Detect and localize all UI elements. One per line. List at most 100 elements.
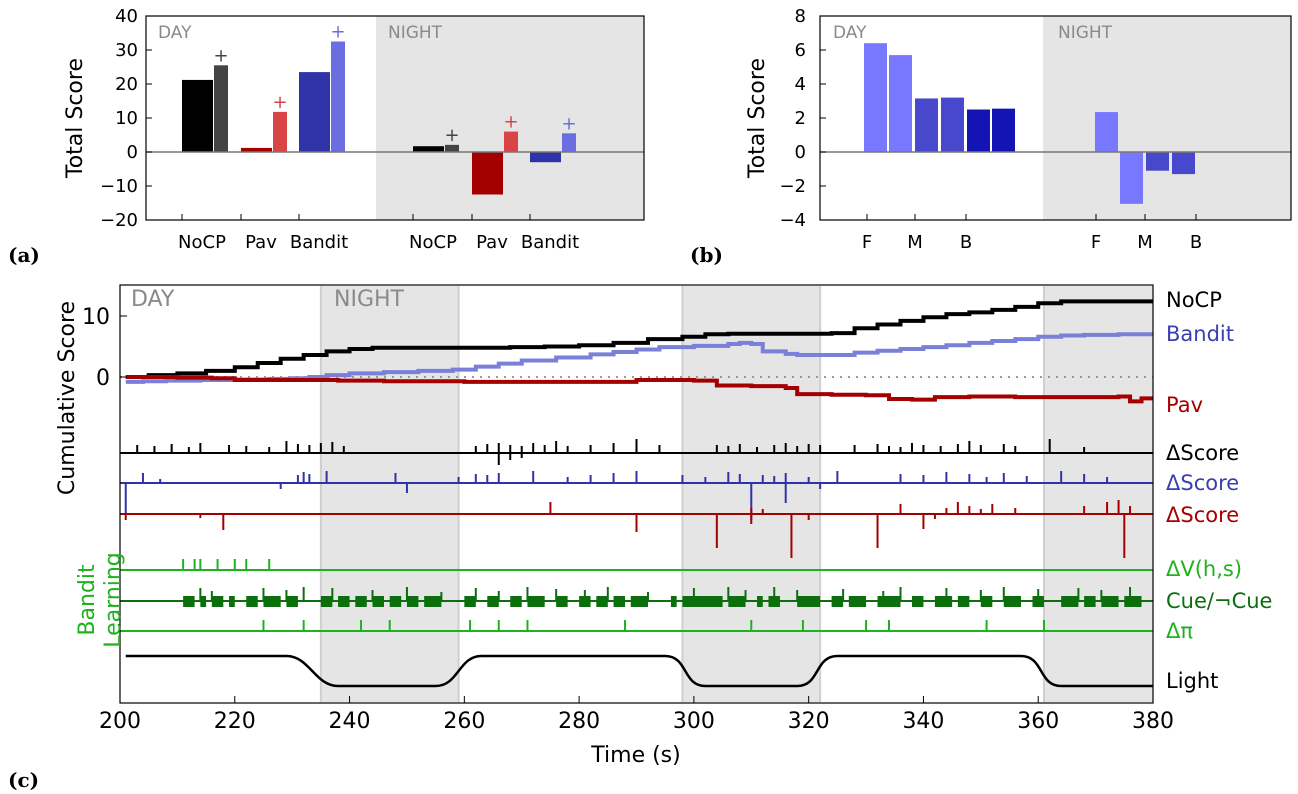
cue-block	[831, 596, 844, 607]
night-shading	[1043, 16, 1291, 220]
light-curve	[125, 654, 1153, 688]
bar	[992, 108, 1015, 152]
x-tick-label: F	[862, 232, 872, 253]
y-tick-label: 10	[82, 305, 110, 330]
x-tick-label: 320	[788, 709, 830, 734]
y-tick-label: 30	[115, 40, 138, 61]
x-tick-label: F	[1091, 232, 1101, 253]
night-shading	[376, 16, 644, 220]
cue-block	[183, 596, 195, 607]
x-tick-label: B	[1190, 232, 1202, 253]
cue-block	[200, 596, 207, 607]
cue-block	[1032, 596, 1044, 607]
plus-marker: +	[213, 45, 228, 66]
cue-block	[487, 596, 499, 607]
day-label: DAY	[833, 23, 867, 43]
x-tick-label: 280	[558, 709, 600, 734]
y-axis-label: Cumulative Score	[55, 301, 80, 495]
y-tick-label: 2	[795, 108, 806, 129]
cue-block	[682, 596, 723, 607]
bar	[413, 146, 444, 152]
row-label: Bandit	[1166, 322, 1234, 346]
cue-block	[338, 596, 350, 607]
cue-block	[797, 596, 821, 607]
bandit-learning-label: Bandit Learning	[75, 552, 126, 648]
x-ticks: NoCP Pav Bandit NoCP Pav Bandit	[178, 214, 579, 253]
y-tick-label: −20	[100, 210, 138, 231]
x-tick-label: Bandit	[521, 232, 579, 253]
cue-block	[596, 596, 608, 607]
bar	[864, 43, 887, 153]
cue-block	[1003, 596, 1022, 607]
bar	[915, 98, 938, 152]
night-label: NIGHT	[334, 287, 405, 312]
x-tick-label: 340	[902, 709, 944, 734]
cue-block	[510, 596, 522, 607]
y-ticks: 8 6 4 2 0 −2 −4	[779, 6, 826, 231]
x-tick-label: M	[907, 232, 923, 253]
cue-block	[728, 596, 746, 607]
x-tick-label: Pav	[476, 232, 508, 253]
cue-block	[768, 596, 780, 607]
cue-block	[211, 596, 224, 607]
bar	[331, 41, 345, 152]
cue-block	[406, 596, 419, 607]
bandit-learning-rows	[120, 559, 1153, 632]
bandit-learning-line-2: Learning	[101, 552, 126, 648]
row-label: ΔScore	[1166, 441, 1239, 465]
cue-block	[1101, 596, 1119, 607]
cue-block	[877, 596, 901, 607]
y-tick-label: 4	[795, 74, 806, 95]
panel-b-bar-chart: DAY NIGHT 8 6 4 2 0 −2 −4 F M B F M B Total Score (…	[690, 6, 1292, 267]
bar	[1146, 152, 1169, 171]
cue-block	[579, 596, 591, 607]
bar	[214, 65, 228, 152]
y-tick-label: 40	[115, 6, 138, 27]
cue-block	[464, 596, 476, 607]
day-label: DAY	[158, 23, 192, 43]
y-ticks: 10 0	[82, 305, 127, 391]
y-axis-label: Total Score	[63, 58, 88, 179]
x-tick-label: 240	[329, 709, 371, 734]
bar	[241, 147, 272, 152]
x-ticks: 200 220 240 260 280 300 320 340 360 380	[99, 696, 1174, 734]
x-tick-label: 300	[673, 709, 715, 734]
x-tick-label: 200	[99, 709, 141, 734]
cue-block	[934, 596, 953, 607]
bar	[504, 131, 518, 152]
bar	[182, 79, 213, 152]
x-tick-label: 360	[1017, 709, 1059, 734]
y-tick-label: 8	[795, 6, 806, 27]
night-band	[320, 286, 459, 702]
cue-block	[355, 596, 367, 607]
light-curve-path	[125, 654, 1153, 688]
panel-label-b: (b)	[690, 243, 723, 267]
row-label: Δπ	[1166, 619, 1193, 643]
x-tick-label: Bandit	[290, 232, 348, 253]
x-tick-label: NoCP	[409, 232, 457, 253]
row-label: Light	[1166, 669, 1218, 693]
bar	[273, 111, 287, 152]
cue-block	[613, 596, 626, 607]
row-labels: NoCP Bandit Pav ΔScore ΔScore ΔScore ΔV(h,s) Cu…	[1166, 288, 1272, 693]
panel-a-bar-chart: DAY NIGHT + + + + + + 40 30 20 10 0 −10 −20 NoCP Pav…	[8, 6, 645, 267]
night-label: NIGHT	[388, 23, 443, 43]
bar-series	[864, 43, 1195, 204]
plus-marker: +	[561, 113, 576, 134]
cue-block	[263, 596, 281, 607]
x-tick-label: M	[1137, 232, 1153, 253]
cue-block	[1084, 596, 1096, 607]
day-label: DAY	[131, 287, 175, 312]
cue-block	[389, 596, 402, 607]
x-axis-label: Time (s)	[590, 743, 680, 768]
y-tick-label: −4	[779, 210, 806, 231]
cue-block	[670, 596, 677, 607]
bar-series: + + + + + +	[182, 22, 577, 195]
cue-block	[957, 596, 970, 607]
cue-block	[848, 596, 867, 607]
bar	[967, 109, 990, 152]
cue-block	[1061, 596, 1079, 607]
panel-label-a: (a)	[8, 243, 40, 267]
row-label: ΔV(h,s)	[1166, 557, 1242, 581]
x-tick-label: Pav	[245, 232, 277, 253]
